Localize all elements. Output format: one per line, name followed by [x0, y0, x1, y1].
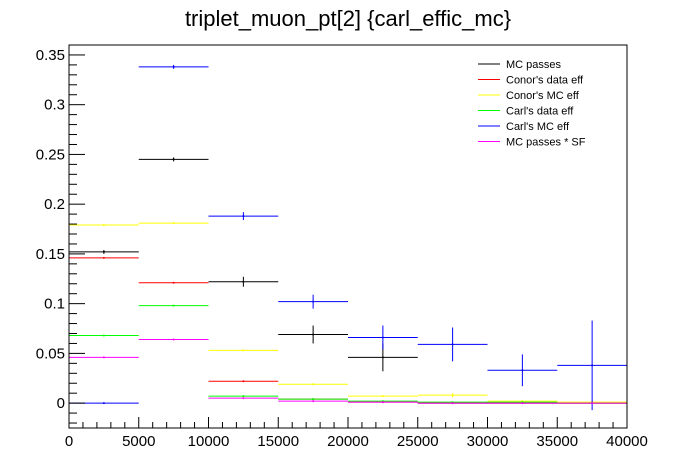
y-tick-label: 0 [57, 395, 65, 412]
x-tick-label: 40000 [606, 433, 648, 450]
data-point [172, 222, 175, 225]
data-point [242, 397, 245, 400]
y-tick-label: 0.35 [36, 47, 65, 64]
legend: MC passes Conor's data eff Conor's MC eff C… [478, 59, 586, 149]
data-point [521, 402, 524, 405]
x-tick-label: 5000 [122, 433, 155, 450]
data-point [102, 250, 105, 253]
data-point [242, 380, 245, 383]
y-tick-label: 0.05 [36, 345, 65, 362]
data-point [312, 333, 315, 336]
y-tick-label: 0.2 [44, 196, 65, 213]
x-tick-label: 10000 [188, 433, 230, 450]
plot-area [69, 64, 627, 411]
data-point [312, 400, 315, 403]
data-point [381, 336, 384, 339]
axes: 0 5000 10000 15000 20000 25000 30000 35000 40000… [36, 44, 648, 450]
data-point [591, 364, 594, 367]
data-point [381, 395, 384, 398]
data-point [381, 356, 384, 359]
x-tick-label: 15000 [257, 433, 299, 450]
data-point [591, 402, 594, 405]
data-point [102, 224, 105, 227]
x-tick-label: 35000 [536, 433, 578, 450]
data-point [172, 338, 175, 341]
legend-label: MC passes * SF [506, 137, 586, 149]
data-point [172, 281, 175, 284]
series-5 [69, 338, 627, 405]
x-tick-label: 0 [65, 433, 73, 450]
data-point [242, 215, 245, 218]
data-point [312, 383, 315, 386]
y-tick-label: 0.15 [36, 246, 65, 263]
legend-label: Carl's MC eff [506, 121, 570, 133]
legend-label: MC passes [506, 59, 562, 71]
legend-label: Conor's MC eff [506, 90, 580, 102]
data-point [172, 65, 175, 68]
data-point [242, 280, 245, 283]
y-tick-label: 0.25 [36, 146, 65, 163]
data-point [451, 402, 454, 405]
data-point [312, 398, 315, 401]
y-tick-label: 0.1 [44, 296, 65, 313]
data-point [102, 356, 105, 359]
data-point [451, 394, 454, 397]
data-point [242, 395, 245, 398]
series-4 [69, 64, 627, 411]
data-point [102, 256, 105, 259]
data-point [172, 158, 175, 161]
x-tick-label: 25000 [397, 433, 439, 450]
chart-title: triplet_muon_pt[2] {carl_effic_mc} [185, 6, 511, 31]
data-point [102, 334, 105, 337]
legend-label: Carl's data eff [506, 106, 574, 118]
x-tick-label: 20000 [327, 433, 369, 450]
data-point [242, 349, 245, 352]
y-tick-label: 0.3 [44, 97, 65, 114]
x-tick-label: 30000 [467, 433, 509, 450]
data-point [172, 304, 175, 307]
data-point [312, 300, 315, 303]
data-point [451, 343, 454, 346]
data-point [521, 369, 524, 372]
data-point [381, 401, 384, 404]
legend-label: Conor's data eff [506, 75, 584, 87]
data-point [102, 402, 105, 405]
